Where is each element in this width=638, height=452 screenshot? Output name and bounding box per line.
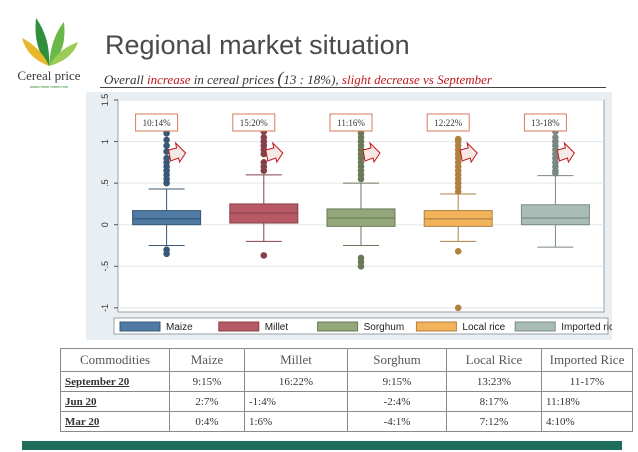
row-label: September 20 [60,371,170,392]
table-header-cell: Commodities [60,348,170,372]
legend-label: Local rice [462,322,505,333]
box-maize: 10:14% [132,113,202,258]
legend-swatch [514,321,556,332]
table-row: Mar 20 0:4% 1:6% -4:1% 7:12% 4:10% [60,411,633,432]
page-subtitle: Overall increase in cereal prices (13 : … [104,68,492,89]
outlier-point [260,159,268,166]
outlier-point [260,252,268,259]
table-cell: 13:23% [446,371,542,392]
subtitle-highlight: slight decrease vs September [341,72,492,87]
table-header-cell: Local Rice [446,348,542,372]
annotation-label: 10:14% [143,118,172,128]
table-cell: 9:15% [169,371,245,392]
subtitle-part: 13 : 18%), [283,72,342,87]
box-plot-chart: -1 -.5 0 .5 1 1.5 10:14% 15:20% 11:16% 12:22% 13-1… [86,92,612,340]
table-cell: -1:4% [244,391,348,412]
box-iqr [520,204,590,226]
table-cell: 7:12% [446,411,542,432]
y-tick-label: 1 [100,139,110,144]
outlier-point [357,262,365,270]
table-header-cell: Imported Rice [541,348,633,372]
legend-swatch [415,321,457,332]
table-cell: 8:17% [446,391,542,412]
trend-arrow [459,141,478,164]
outlier-point [163,142,170,150]
y-tick-label: -.5 [100,261,110,272]
annotation-box [329,113,373,132]
table-row: September 20 9:15% 16:22% 9:15% 13:23% 1… [60,371,633,392]
table-header-cell: Maize [169,348,245,372]
annotation-box [232,113,276,132]
table-header-row: Commodities Maize Millet Sorghum Local R… [60,348,633,372]
legend-label: Imported rice [561,322,612,333]
table-cell: -2:4% [347,391,447,412]
trend-arrow [362,141,381,164]
y-tick-label: 1.5 [100,94,110,107]
logo-url: www.mmm.mmm.mm [29,84,69,89]
table-cell: 2:7% [169,391,245,412]
table-cell: 1:6% [244,411,348,432]
table-row: Jun 20 2:7% -1:4% -2:4% 8:17% 11:18% [60,391,633,412]
table-cell: -4:1% [347,411,447,432]
table-cell: 16:22% [244,371,348,392]
annotation-label: 13-18% [531,118,560,128]
subtitle-part: in cereal prices [190,72,278,87]
annotation-box [135,113,179,132]
annotation-box [426,113,470,132]
trend-arrow [265,141,284,164]
table-cell: 0:4% [169,411,245,432]
commodities-table: Commodities Maize Millet Sorghum Local R… [60,348,633,432]
legend-label: Millet [265,322,289,333]
cereal-price-logo [22,18,78,66]
box-local-rice: 12:22% [423,113,493,312]
y-tick-label: -1 [100,304,110,312]
table-cell: 9:15% [347,371,447,392]
subtitle-paren: ( [277,68,284,88]
page-title: Regional market situation [105,30,410,60]
outlier-point [454,304,462,312]
legend-swatch [317,321,359,332]
table-cell: 11-17% [541,371,633,392]
row-label: Jun 20 [60,391,170,412]
outlier-point [260,134,268,141]
subtitle-part: Overall [104,72,147,87]
outlier-point [454,135,462,143]
annotation-label: 11:16% [337,118,365,128]
outlier-point [552,134,559,141]
y-tick-label: 0 [100,222,110,227]
title-divider [100,87,606,88]
legend-swatch [218,321,260,332]
outlier-point [163,136,170,144]
annotation-label: 15:20% [240,118,269,128]
row-label: Mar 20 [60,411,170,432]
table-header-cell: Millet [244,348,348,372]
box-imported-rice: 13-18% [520,113,590,248]
logo-text: Cereal price [17,68,81,83]
footer-bar [22,441,622,450]
legend-swatch [119,321,161,332]
box-sorghum: 11:16% [326,113,396,270]
box-millet: 15:20% [229,113,299,259]
outlier-point [163,154,170,162]
table-cell: 4:10% [541,411,633,432]
box-iqr [132,210,202,226]
trend-arrow [168,141,187,164]
table-cell: 11:18% [541,391,633,412]
table-header-cell: Sorghum [347,348,447,372]
y-tick-label: .5 [100,179,110,187]
trend-arrow [556,141,576,164]
outlier-point [163,250,170,258]
annotation-box [523,113,567,132]
annotation-label: 12:22% [434,118,463,128]
legend-label: Sorghum [364,322,405,333]
legend-label: Maize [166,322,193,333]
subtitle-highlight: increase [146,72,191,87]
outlier-point [454,248,462,255]
